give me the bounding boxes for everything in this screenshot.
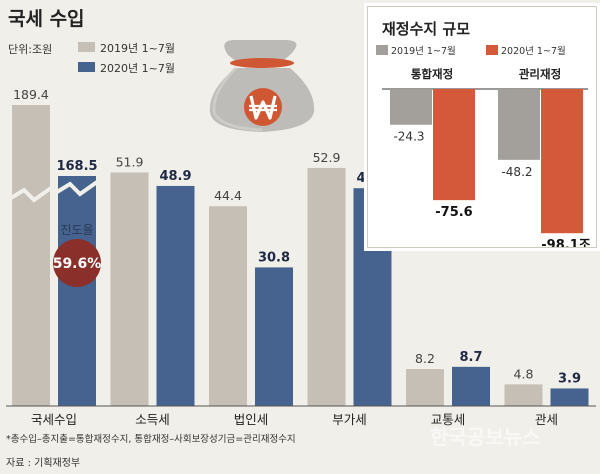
bar-2020-0 [58, 176, 96, 406]
chart-title: 국세 수입 [8, 8, 85, 30]
inset-value-label-2020-0: -75.6 [435, 205, 472, 220]
inset-bar-2019-1 [498, 89, 540, 160]
value-label-2019-5: 4.8 [514, 366, 534, 381]
value-label-2019-2: 44.4 [214, 188, 242, 203]
category-label-1: 소득세 [135, 412, 170, 427]
category-label-0: 국세수입 [31, 412, 77, 427]
inset-panel: 재정수지 규모 2019년 1~7월 2020년 1~7월 통합재정 관리재정 -… [367, 6, 597, 253]
inset-value-label-2019-1: -48.2 [501, 165, 532, 179]
inset-category-label-1: 관리재정 [519, 67, 561, 81]
inset-value-label-2019-0: -24.3 [393, 130, 424, 144]
inset-bar-group [390, 89, 583, 234]
unit-label: 단위:조원 [8, 43, 52, 56]
value-label-2020-2: 30.8 [258, 250, 290, 265]
inset-category-group: 통합재정 관리재정 [411, 67, 561, 81]
inset-bar-2019-0 [390, 89, 432, 125]
main-bar-group [9, 105, 589, 406]
inset-title: 재정수지 규모 [382, 20, 470, 38]
value-label-2020-4: 8.7 [459, 350, 482, 365]
progress-badge-value: 59.6% [53, 256, 102, 272]
footnote: *총수입–총지출=통합재정수지, 통합재정–사회보장성기금=관리재정수지 [6, 433, 296, 445]
progress-badge [53, 239, 101, 287]
bar-2019-1 [110, 172, 149, 406]
value-label-2020-0: 168.5 [56, 159, 97, 174]
bar-2019-0 [12, 105, 50, 406]
category-label-2: 법인세 [234, 412, 269, 427]
value-label-2020-5: 3.9 [558, 371, 581, 386]
inset-bar-2020-0 [433, 89, 475, 201]
inset-legend-label-2020: 2020년 1~7월 [501, 45, 566, 57]
value-label-2019-1: 51.9 [116, 154, 144, 169]
value-label-2019-3: 52.9 [313, 150, 341, 165]
inset-legend-label-2019: 2019년 1~7월 [391, 45, 456, 57]
value-label-2019-4: 8.2 [415, 351, 435, 366]
inset-category-label-0: 통합재정 [411, 67, 453, 81]
bar-2019-2 [209, 206, 247, 406]
bar-2019-4 [406, 369, 444, 406]
bar-2020-4 [452, 366, 490, 406]
inset-bar-2020-1 [541, 89, 583, 234]
bar-2020-1 [156, 185, 195, 406]
legend-swatch-2020 [78, 62, 95, 72]
legend-label-2020: 2020년 1~7월 [100, 62, 175, 75]
value-label-2020-1: 48.9 [159, 169, 191, 184]
category-label-3: 부가세 [332, 412, 367, 427]
source-label: 자료 : 기획재정부 [6, 457, 80, 469]
inset-legend-swatch-2020 [486, 45, 498, 55]
inset-value-label-2020-1: -98.1조 [541, 238, 590, 247]
axis-break-mark-0 [9, 186, 53, 203]
won-sign-icon [244, 88, 282, 126]
category-label-5: 관세 [535, 412, 558, 427]
category-label-4: 교통세 [431, 412, 466, 427]
bar-2019-3 [307, 167, 346, 406]
bar-2019-5 [504, 384, 543, 406]
bar-2020-5 [550, 388, 589, 406]
bar-2020-2 [255, 267, 293, 406]
legend-label-2019: 2019년 1~7월 [100, 42, 175, 55]
inset-chart-canvas: 재정수지 규모 2019년 1~7월 2020년 1~7월 통합재정 관리재정 -… [376, 20, 591, 253]
progress-badge-title: 진도율 [60, 223, 93, 237]
category-label-group: 국세수입 소득세 법인세 부가세 교통세 관세 [31, 412, 558, 427]
inset-legend-swatch-2019 [376, 45, 388, 55]
main-label-group: 189.4168.551.948.944.430.852.948.48.28.7… [13, 87, 581, 386]
value-label-2019-0: 189.4 [13, 87, 49, 102]
watermark: 한국공보뉴스 [430, 425, 540, 449]
legend-swatch-2019 [78, 42, 95, 52]
axis-break-mark-1 [55, 180, 99, 197]
